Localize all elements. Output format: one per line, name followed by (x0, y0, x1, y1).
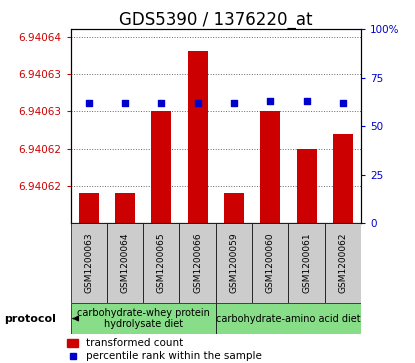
Bar (71, 303, 216, 334)
Text: GSM1200059: GSM1200059 (229, 233, 239, 294)
Bar (179, 223, 216, 303)
Point (267, 98, 273, 104)
Bar (252, 223, 288, 303)
Point (122, 100, 128, 106)
Text: GSM1200064: GSM1200064 (120, 233, 129, 293)
Point (231, 100, 237, 106)
Text: GSM1200060: GSM1200060 (266, 233, 275, 294)
Text: protocol: protocol (4, 314, 56, 323)
Legend: transformed count, percentile rank within the sample: transformed count, percentile rank withi… (68, 338, 262, 362)
Bar (216, 223, 252, 303)
Point (303, 98, 310, 104)
Point (85, 100, 92, 106)
Text: GSM1200061: GSM1200061 (302, 233, 311, 294)
Bar (107, 223, 143, 303)
Bar (188, 52, 208, 223)
Bar (151, 111, 171, 223)
Bar (143, 223, 179, 303)
Bar (288, 223, 325, 303)
Bar (224, 193, 244, 223)
Text: GSM1200066: GSM1200066 (193, 233, 202, 294)
Bar (325, 223, 361, 303)
Bar (79, 193, 99, 223)
Title: GDS5390 / 1376220_at: GDS5390 / 1376220_at (119, 11, 312, 29)
Bar (260, 111, 280, 223)
Bar (216, 303, 361, 334)
Text: GSM1200062: GSM1200062 (338, 233, 347, 293)
Bar (333, 134, 353, 223)
Text: GSM1200065: GSM1200065 (157, 233, 166, 294)
Text: carbohydrate-whey protein
hydrolysate diet: carbohydrate-whey protein hydrolysate di… (77, 308, 210, 329)
Bar (71, 223, 107, 303)
Bar (297, 148, 317, 223)
Point (339, 100, 346, 106)
Text: carbohydrate-amino acid diet: carbohydrate-amino acid diet (216, 314, 361, 323)
Point (194, 100, 201, 106)
Text: GSM1200063: GSM1200063 (84, 233, 93, 294)
Point (158, 100, 165, 106)
Bar (115, 193, 135, 223)
